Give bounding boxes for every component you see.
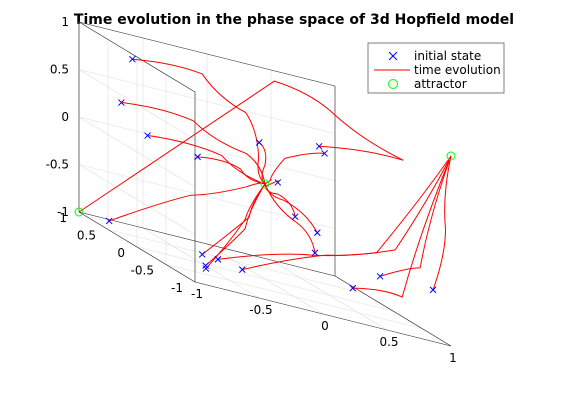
attractor-marker: [260, 179, 270, 189]
initial-state-marker-stroke: [105, 217, 113, 225]
x-tick-label: 1: [449, 351, 457, 365]
initial-state-marker-stroke: [202, 265, 210, 272]
initial-state-marker-stroke: [214, 256, 222, 263]
x-tick-label: 0.5: [379, 335, 398, 349]
floor-grid-y-3: [107, 229, 365, 294]
trajectory-line: [242, 155, 452, 271]
trajectory-line: [78, 80, 404, 213]
initial-state-marker-stroke: [238, 266, 246, 273]
legend-label-initial-state: initial state: [414, 49, 481, 63]
legend-circle-marker: [388, 79, 398, 89]
chart-title: Time evolution in the phase space of 3d …: [74, 12, 514, 28]
initial-state-marker-stroke: [144, 132, 151, 139]
floor-grid-x-3: [270, 259, 388, 331]
floor-grid-y-2: [136, 246, 394, 312]
initial-state-marker-stroke: [274, 179, 282, 186]
y-tick-label: 1: [59, 211, 67, 225]
initial-state-marker-stroke: [194, 153, 201, 161]
initial-state-marker-stroke: [202, 262, 209, 269]
y-tick-label: -1: [171, 281, 183, 295]
legend-label-attractor: attractor: [414, 77, 467, 91]
legend-entry-attractor: attractor: [388, 77, 467, 91]
box-edge-1: [78, 211, 196, 283]
trajectory-line: [121, 102, 266, 185]
box-edge-7: [78, 21, 196, 93]
trajectory-line: [264, 152, 325, 185]
back-wall-grid-z-3: [78, 69, 336, 134]
box-edge-0: [194, 281, 452, 347]
side-wall-grid-z-2: [78, 116, 196, 188]
trajectory-line: [264, 183, 296, 217]
trajectory-line: [264, 183, 316, 253]
legend-entry-time-evolution: time evolution: [374, 63, 501, 77]
z-tick-label: 1: [61, 15, 69, 29]
attractor-marker: [74, 207, 84, 217]
trajectory-line: [432, 155, 452, 291]
initial-state-marker-stroke: [321, 150, 328, 157]
initial-state-marker-stroke: [118, 99, 125, 106]
x-tick-label: -1: [191, 287, 203, 301]
back-wall-grid-z-2: [78, 116, 336, 182]
initial-state-marker-stroke: [349, 284, 357, 292]
y-tick-label: 0: [117, 246, 125, 260]
trajectory-line: [258, 142, 267, 185]
box-edge-8: [78, 21, 336, 87]
legend-label-time-evolution: time evolution: [414, 63, 501, 77]
initial-state-marker-stroke: [313, 229, 321, 237]
z-tick-label: -0.5: [46, 158, 69, 172]
legend: initial state time evolution attractor: [367, 42, 505, 94]
z-tick-label: 0.5: [50, 63, 69, 77]
y-tick-label: 0.5: [77, 229, 96, 243]
initial-state-marker-stroke: [129, 55, 136, 63]
box-edge-2: [78, 211, 336, 277]
z-tick-label: 0: [61, 110, 69, 124]
x-tick-label: -0.5: [249, 303, 272, 317]
trajectory-line: [147, 135, 266, 185]
trajectory-line: [109, 182, 266, 222]
initial-state-marker-stroke: [376, 272, 384, 280]
initial-state-marker-stroke: [255, 139, 263, 146]
initial-state-marker-stroke: [198, 251, 206, 258]
initial-state-marker-stroke: [311, 249, 319, 257]
initial-state-marker-stroke: [315, 142, 323, 150]
trajectory-line: [132, 58, 266, 185]
tick-labels: -1-0.500.51-1-0.500.51-1-0.500.51: [46, 15, 457, 365]
trajectory-line: [379, 155, 452, 277]
z-tick-label: -1: [57, 205, 69, 219]
legend-entry-initial-state: initial state: [388, 49, 481, 63]
attractor-marker: [446, 151, 456, 161]
x-tick-label: 0: [321, 319, 329, 333]
legend-x-marker-2: [388, 51, 398, 61]
legend-box: [367, 42, 505, 94]
trajectory-line: [352, 155, 452, 298]
trajectory-line: [197, 156, 266, 185]
axes-box: [78, 21, 452, 347]
initial-state-marker-stroke: [429, 286, 437, 294]
initial-state-marker-stroke: [291, 213, 299, 221]
markers: [74, 55, 456, 294]
trajectory-line: [205, 183, 266, 269]
y-tick-label: -0.5: [131, 264, 154, 278]
